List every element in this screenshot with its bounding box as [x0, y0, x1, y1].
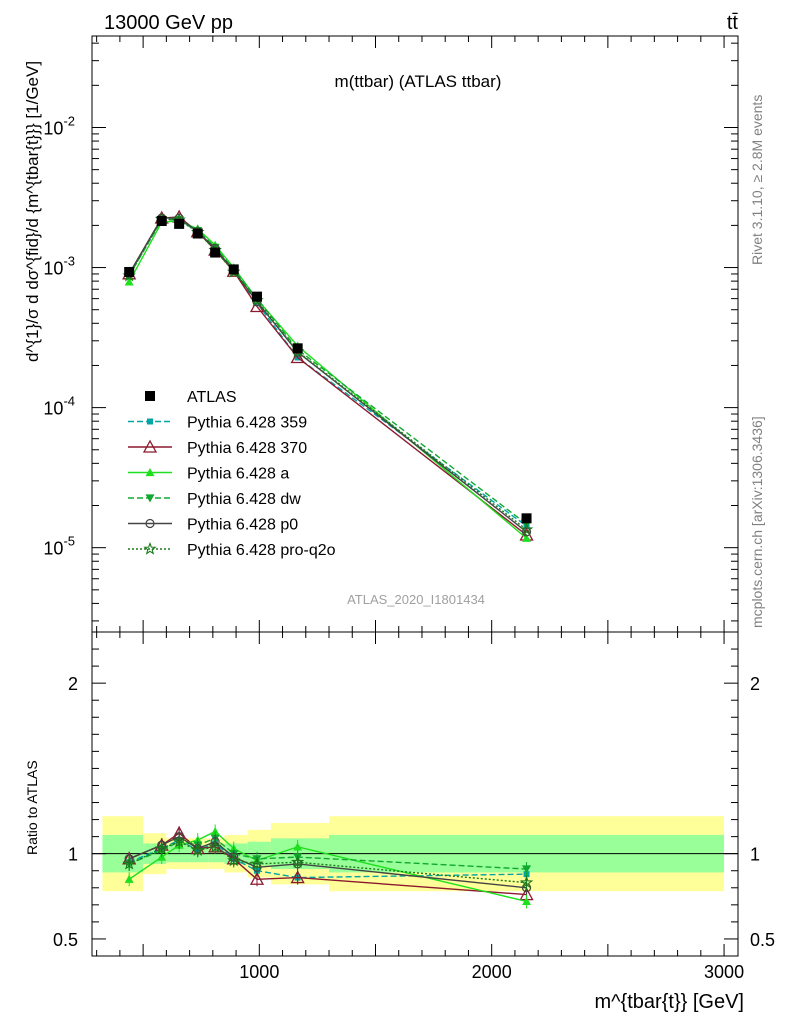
y-tick-label-base: 10	[43, 539, 63, 559]
x-tick-label: 1000	[239, 962, 279, 982]
series-4-line	[128, 217, 527, 533]
atlas-data-point	[251, 291, 262, 302]
legend-marker-series-1	[142, 439, 158, 453]
legend-label-atlas: ATLAS	[187, 389, 237, 406]
rivet-version-label: Rivet 3.1.10, ≥ 2.8M events	[749, 95, 765, 265]
series-5-ratio-point	[190, 843, 205, 856]
legend-marker-atlas	[145, 391, 155, 401]
legend-label-series-1: Pythia 6.428 370	[187, 440, 307, 457]
y-tick-label: 10-4	[43, 394, 75, 419]
analysis-id-label: ATLAS_2020_I1801434	[347, 592, 485, 607]
series-5-ratio-point	[227, 853, 241, 867]
atlas-data-point	[192, 228, 203, 239]
series-2-ratio-point	[522, 896, 532, 906]
legend-marker-series-0	[147, 418, 153, 425]
legend: ATLAS Pythia 6.428 359 Pythia 6.428 370 Pyt…	[128, 389, 336, 559]
legend-marker-series-3	[145, 494, 155, 503]
series-2-ratio-point	[293, 842, 303, 851]
legend-label-series-3: Pythia 6.428 dw	[187, 491, 301, 508]
x-tick-label: 3000	[704, 962, 744, 982]
legend-marker-series-2	[145, 468, 155, 477]
atlas-data-point	[292, 343, 303, 354]
series-layer	[122, 209, 534, 909]
series-2-ratio-point	[210, 827, 220, 836]
legend-label-series-0: Pythia 6.428 359	[187, 415, 307, 432]
y-tick-label: 10-2	[43, 113, 75, 138]
y-tick-label-base: 10	[43, 118, 63, 138]
atlas-data-point	[210, 247, 221, 258]
y-tick-label-exponent: -5	[63, 534, 75, 549]
series-1-ratio-point	[249, 871, 265, 885]
mcplots-label: mcplots.cern.ch [arXiv:1306.3436]	[749, 416, 765, 628]
ratio-tick-label-right: 2	[750, 674, 760, 694]
series-2-point	[522, 533, 532, 542]
ratio-tick-label-right: 1	[750, 845, 760, 865]
atlas-data-point	[228, 264, 239, 275]
y-tick-label-exponent: -2	[63, 113, 75, 128]
atlas-data-point	[521, 513, 532, 524]
legend-label-series-2: Pythia 6.428 a	[187, 466, 289, 483]
series-5-ratio-point	[208, 839, 222, 853]
series-1-ratio-point	[290, 870, 305, 884]
y-tick-label-exponent: -4	[63, 394, 75, 409]
plot-title: m(ttbar) (ATLAS ttbar)	[335, 72, 502, 91]
series-1-point	[290, 350, 305, 364]
legend-marker-series-4	[145, 518, 155, 529]
ratio-tick-label-left: 2	[68, 674, 78, 694]
legend-label-series-5: Pythia 6.428 pro-q2o	[187, 542, 336, 559]
y-tick-label: 10-3	[43, 254, 75, 279]
series-2-point	[124, 277, 134, 286]
series-5-ratio-point	[519, 875, 534, 889]
y-tick-label-base: 10	[43, 259, 63, 279]
x-tick-label: 2000	[472, 962, 512, 982]
header-process: tt̄	[727, 12, 739, 34]
data-layer	[124, 215, 532, 524]
y-tick-label: 10-5	[43, 534, 75, 559]
y-tick-label-base: 10	[43, 399, 63, 419]
y-tick-label-exponent: -3	[63, 254, 75, 269]
series-3-ratio-point	[522, 865, 532, 874]
atlas-data-point	[156, 215, 167, 226]
header-energy: 13000 GeV pp	[104, 12, 233, 34]
ratio-panel-frame	[91, 631, 739, 957]
series-4-point	[521, 527, 532, 537]
series-5-point	[519, 522, 534, 536]
atlas-data-point	[124, 266, 135, 277]
series-2-ratio-point	[124, 874, 134, 883]
legend-label-series-4: Pythia 6.428 p0	[187, 517, 298, 534]
series-5-ratio-point	[250, 856, 264, 870]
series-5-line	[128, 218, 527, 531]
series-5-ratio-point	[290, 855, 305, 868]
uncertainty-bands	[92, 816, 738, 892]
legend-marker-series-5	[143, 541, 157, 555]
series-5-ratio-point	[122, 856, 136, 870]
atlas-data-point	[174, 218, 185, 229]
ratio-tick-label-left: 0.5	[53, 930, 78, 950]
series-5-ratio-point	[172, 834, 186, 848]
series-5-ratio-point	[154, 841, 169, 855]
x-axis-label: m^{tbar{t}} [GeV]	[595, 991, 744, 1013]
y-axis-label: d^{1}/σ d dσ^{fid}/d {m^{tbar{t}}} [1/Ge…	[23, 61, 42, 362]
ratio-tick-label-right: 0.5	[750, 930, 775, 950]
ratio-axis-label: Ratio to ATLAS	[24, 760, 40, 855]
ratio-tick-label-left: 1	[68, 845, 78, 865]
